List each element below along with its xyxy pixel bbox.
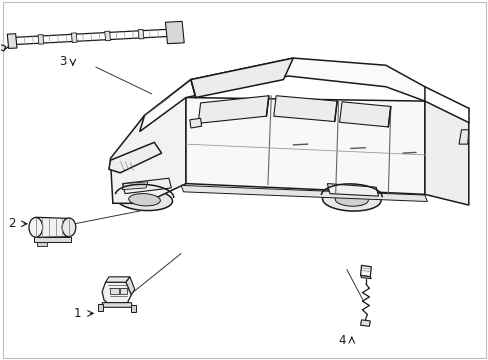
Polygon shape	[122, 182, 148, 190]
Polygon shape	[120, 288, 127, 294]
Polygon shape	[0, 44, 5, 51]
Ellipse shape	[62, 218, 76, 237]
Polygon shape	[198, 96, 268, 123]
Polygon shape	[360, 265, 370, 277]
Polygon shape	[339, 102, 390, 127]
Polygon shape	[7, 34, 17, 49]
Ellipse shape	[128, 194, 160, 206]
Polygon shape	[105, 277, 130, 282]
Polygon shape	[190, 58, 293, 98]
Polygon shape	[165, 21, 184, 44]
Polygon shape	[327, 184, 378, 196]
Polygon shape	[131, 305, 136, 312]
Bar	[104, 31, 110, 41]
Polygon shape	[185, 98, 424, 194]
Polygon shape	[360, 320, 369, 326]
Ellipse shape	[335, 193, 367, 206]
Text: 1: 1	[74, 307, 81, 320]
Bar	[138, 30, 143, 39]
Polygon shape	[360, 275, 370, 279]
Polygon shape	[122, 178, 171, 194]
Ellipse shape	[322, 188, 380, 211]
Polygon shape	[110, 98, 185, 203]
Text: 3: 3	[60, 55, 67, 68]
Polygon shape	[181, 185, 427, 202]
Polygon shape	[189, 118, 201, 128]
Polygon shape	[110, 288, 119, 294]
Polygon shape	[273, 96, 336, 122]
Polygon shape	[102, 303, 132, 307]
Ellipse shape	[116, 189, 172, 211]
Polygon shape	[113, 80, 200, 169]
Polygon shape	[109, 142, 161, 173]
Text: 2: 2	[8, 217, 15, 230]
Polygon shape	[34, 237, 71, 242]
Polygon shape	[102, 282, 131, 303]
Bar	[38, 35, 43, 44]
Polygon shape	[37, 242, 47, 246]
Polygon shape	[458, 130, 468, 144]
Bar	[71, 33, 77, 42]
Polygon shape	[424, 101, 468, 205]
Polygon shape	[126, 277, 135, 295]
Polygon shape	[98, 304, 103, 311]
Ellipse shape	[29, 217, 42, 237]
Polygon shape	[140, 58, 424, 132]
Polygon shape	[36, 217, 69, 237]
Text: 4: 4	[338, 334, 345, 347]
